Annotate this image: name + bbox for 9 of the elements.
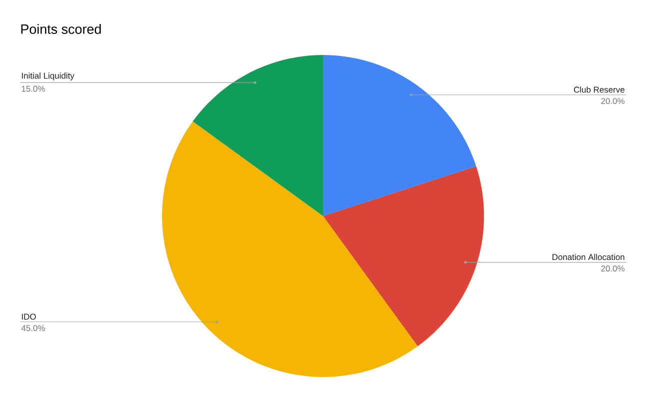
slice-label: IDO: [22, 314, 36, 320]
slice-label: Club Reserve: [574, 86, 624, 93]
data-label: 45.0%: [21, 325, 45, 332]
chart-title: Points scored: [21, 24, 101, 34]
data-label: 20.0%: [601, 265, 625, 272]
data-label: 20.0%: [601, 98, 625, 104]
slice-label: Donation Allocation: [552, 254, 624, 260]
data-label: 15.0%: [22, 86, 45, 92]
slice-label: Initial Liquidity: [22, 72, 74, 80]
